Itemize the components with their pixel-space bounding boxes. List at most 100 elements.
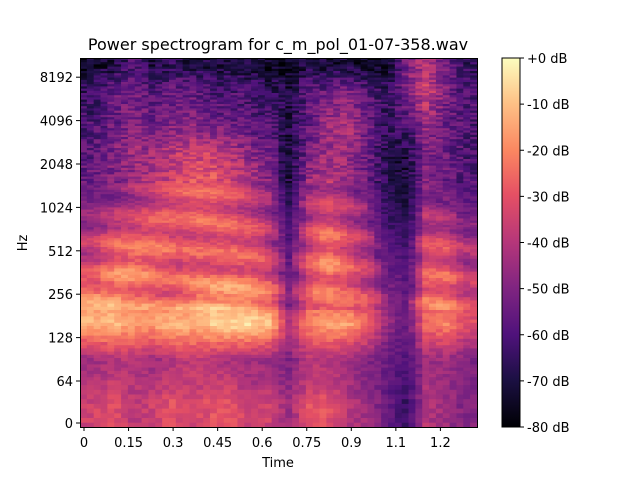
spectrogram-cell — [305, 218, 314, 221]
spectrogram-cell — [230, 119, 238, 122]
spectrogram-cell — [127, 280, 136, 285]
spectrogram-cell — [148, 112, 156, 115]
spectrogram-cell — [264, 72, 273, 76]
spectrogram-cell — [278, 296, 286, 301]
spectrogram-cell — [155, 252, 163, 256]
spectrogram-cell — [285, 364, 293, 368]
spectrogram-cell — [196, 132, 204, 135]
spectrogram-cell — [203, 277, 211, 282]
spectrogram-cell — [93, 158, 101, 162]
spectrogram-cell — [100, 72, 108, 76]
spectrogram-cell — [155, 86, 163, 89]
spectrogram-cell — [168, 185, 177, 188]
spectrogram-cell — [264, 231, 273, 234]
spectrogram-cell — [244, 163, 252, 166]
spectrogram-cell — [121, 408, 129, 414]
spectrogram-cell — [237, 105, 245, 109]
spectrogram-cell — [271, 165, 279, 168]
spectrogram-cell — [305, 354, 314, 358]
spectrogram-cell — [257, 226, 266, 230]
spectrogram-cell — [223, 325, 231, 330]
spectrogram-cell — [271, 191, 279, 195]
spectrogram-cell — [223, 121, 231, 124]
spectrogram-cell — [100, 198, 108, 201]
spectrogram-cell — [100, 119, 108, 122]
spectrogram-cell — [230, 114, 238, 118]
spectrogram-cell — [230, 134, 238, 137]
spectrogram-cell — [203, 77, 211, 80]
spectrogram-cell — [278, 384, 286, 390]
spectrogram-cell — [175, 376, 184, 381]
spectrogram-cell — [155, 258, 163, 262]
spectrogram-cell — [299, 147, 307, 151]
spectrogram-cell — [237, 213, 245, 217]
spectrogram-cell — [148, 240, 156, 243]
spectrogram-cell — [305, 145, 314, 148]
spectrogram-cell — [203, 141, 211, 144]
spectrogram-cell — [134, 417, 142, 423]
spectrogram-cell — [271, 213, 279, 217]
spectrogram-cell — [203, 86, 211, 89]
spectrogram-cell — [196, 384, 204, 390]
spectrogram-cell — [162, 90, 170, 93]
spectrogram-cell — [141, 306, 149, 310]
spectrogram-cell — [148, 296, 156, 301]
spectrogram-cell — [216, 287, 225, 291]
spectrogram-cell — [216, 86, 225, 89]
spectrogram-cell — [244, 367, 252, 371]
spectrogram-cell — [121, 147, 129, 151]
spectrogram-cell — [189, 255, 197, 259]
spectrogram-cell — [182, 134, 190, 137]
spectrogram-cell — [210, 123, 218, 126]
spectrogram-cell — [127, 134, 136, 137]
spectrogram-cell — [93, 277, 101, 282]
spectrogram-cell — [223, 209, 231, 212]
spectrogram-cell — [257, 351, 266, 355]
spectrogram-cell — [210, 360, 218, 365]
spectrogram-cell — [80, 75, 88, 78]
spectrogram-cell — [216, 394, 225, 400]
spectrogram-cell — [299, 325, 307, 330]
spectrogram-cell — [86, 143, 95, 146]
spectrogram-cell — [257, 360, 266, 365]
spectrogram-cell — [216, 123, 225, 126]
spectrogram-cell — [196, 180, 204, 184]
spectrogram-cell — [100, 163, 108, 166]
spectrogram-cell — [319, 125, 327, 129]
spectrogram-cell — [251, 86, 259, 89]
spectrogram-cell — [244, 248, 252, 253]
spectrogram-cell — [285, 213, 293, 217]
spectrogram-cell — [168, 271, 177, 275]
spectrogram-cell — [271, 235, 279, 239]
spectrogram-cell — [155, 417, 163, 423]
spectrogram-cell — [319, 293, 327, 298]
spectrogram-cell — [210, 112, 218, 115]
spectrogram-cell — [168, 123, 177, 126]
spectrogram-cell — [285, 312, 293, 317]
spectrogram-cell — [203, 185, 211, 188]
spectrogram-cell — [121, 211, 129, 214]
spectrogram-cell — [100, 215, 108, 219]
spectrogram-cell — [121, 136, 129, 140]
spectrogram-cell — [299, 246, 307, 250]
spectrogram-cell — [182, 290, 190, 294]
spectrogram-cell — [237, 351, 245, 355]
spectrogram-cell — [127, 99, 136, 102]
spectrogram-cell — [319, 370, 327, 374]
spectrogram-cell — [121, 244, 129, 247]
spectrogram-cell — [127, 344, 136, 349]
spectrogram-cell — [196, 125, 204, 129]
spectrogram-cell — [319, 277, 327, 282]
spectrogram-cell — [148, 99, 156, 102]
spectrogram-cell — [86, 215, 95, 219]
spectrogram-cell — [278, 274, 286, 278]
spectrogram-cell — [285, 171, 293, 175]
spectrogram-cell — [203, 218, 211, 221]
spectrogram-cell — [216, 119, 225, 122]
spectrogram-cell — [216, 180, 225, 184]
spectrogram-cell — [312, 258, 320, 262]
spectrogram-cell — [230, 75, 238, 78]
spectrogram-cell — [251, 196, 259, 199]
spectrogram-cell — [162, 226, 170, 230]
spectrogram-cell — [93, 264, 101, 269]
